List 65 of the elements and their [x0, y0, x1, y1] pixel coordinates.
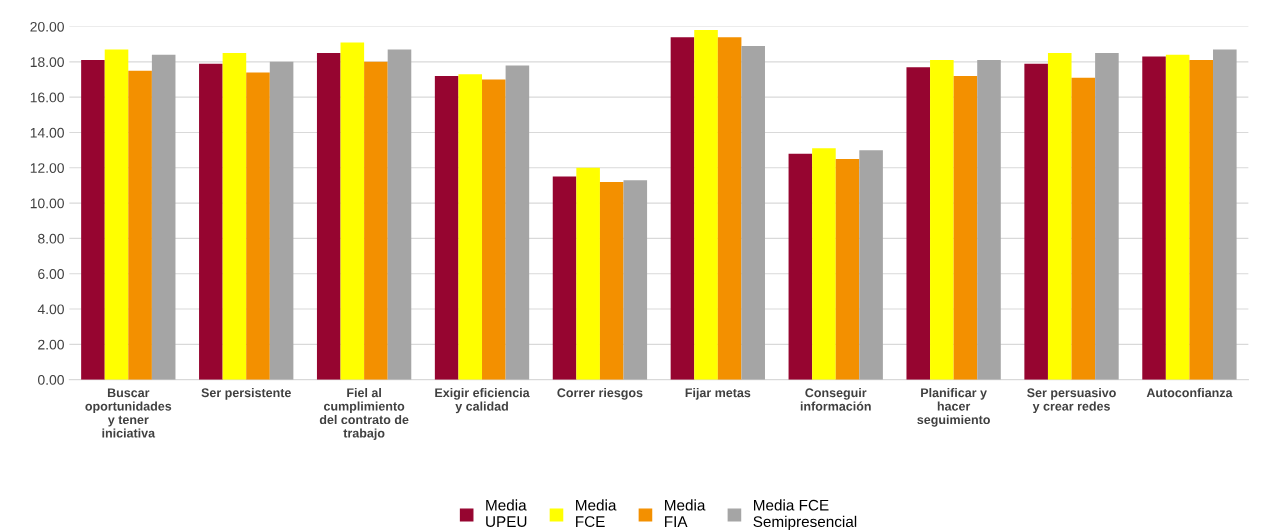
bar: [81, 60, 105, 380]
bar: [458, 74, 483, 380]
bar: [1189, 60, 1214, 380]
bar: [1142, 56, 1166, 380]
bar: [953, 75, 978, 380]
x-tick-label: Fiel al cumplimiento del contrato de trabajo: [319, 388, 409, 441]
legend-label: Media FCE Semipresencial: [753, 499, 857, 531]
y-tick-label: 0.00: [38, 375, 64, 385]
bar: [859, 150, 883, 380]
bar: [717, 37, 742, 380]
bar: [387, 49, 412, 380]
bar: [977, 60, 1001, 380]
bar: [151, 54, 176, 380]
bar: [930, 60, 954, 380]
bar: [1024, 63, 1048, 380]
bar: [222, 53, 247, 380]
y-tick-label: 8.00: [38, 233, 64, 244]
legend-label: Media FCE: [576, 499, 617, 528]
legend-label: Media UPEU: [486, 499, 527, 528]
y-tick-label: 20.00: [30, 21, 64, 32]
x-tick-label: Ser persistente: [201, 388, 291, 400]
bar: [670, 37, 695, 380]
x-tick-label: Conseguir información: [800, 388, 871, 411]
bar: [1047, 53, 1072, 380]
y-tick-label: 16.00: [30, 92, 64, 103]
y-tick-label: 14.00: [30, 127, 64, 138]
bar: [599, 181, 624, 380]
bar: [741, 45, 765, 380]
bar: [316, 53, 341, 380]
bar: [269, 61, 294, 380]
x-tick-label: Ser persuasivo y crear redes: [1027, 388, 1116, 414]
bar: [1095, 53, 1119, 380]
bar: [1213, 49, 1237, 380]
y-tick-label: 10.00: [30, 198, 64, 209]
bar: [505, 65, 530, 380]
bar: [576, 167, 600, 380]
x-tick-label: Fijar metas: [685, 388, 751, 400]
bar: [482, 79, 506, 380]
bar: [1165, 54, 1190, 380]
bar: [623, 180, 648, 380]
bar: [835, 158, 860, 380]
y-tick-label: 2.00: [38, 339, 64, 350]
legend-label: Media FIA: [665, 499, 706, 527]
x-tick-label: Buscar oportunidades y tener iniciativa: [85, 388, 172, 438]
bar: [1071, 77, 1096, 380]
y-tick-label: 18.00: [30, 57, 64, 68]
bar: [199, 63, 223, 380]
x-tick-label: Planificar y hacer seguimiento: [917, 388, 990, 427]
bar: [788, 153, 813, 380]
bar: [906, 67, 931, 380]
bar: [434, 75, 459, 380]
bar: [128, 70, 152, 380]
x-tick-label: Correr riesgos: [557, 388, 643, 400]
bar: [694, 30, 718, 380]
bar: [812, 148, 836, 380]
y-tick-label: 4.00: [37, 304, 64, 315]
bar: [104, 49, 129, 380]
x-tick-label: Autoconfianza: [1146, 388, 1233, 398]
bar: [340, 42, 365, 380]
y-tick-label: 6.00: [38, 269, 64, 279]
x-tick-label: Exigir eficiencia y calidad: [435, 388, 530, 414]
bar: [246, 72, 270, 380]
bar: [364, 61, 388, 380]
y-tick-label: 12.00: [30, 163, 64, 173]
bar: [552, 176, 577, 380]
